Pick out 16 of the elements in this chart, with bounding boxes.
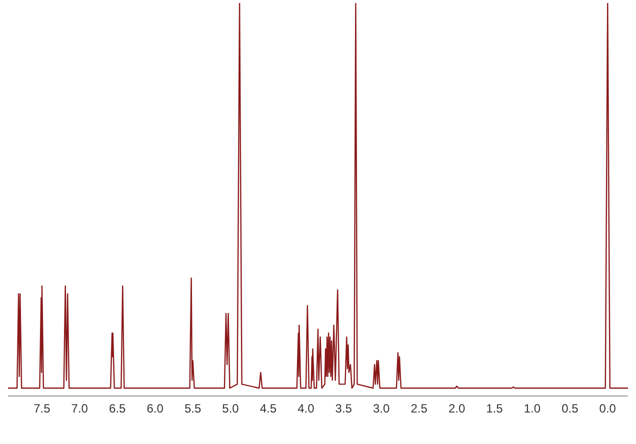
x-tick-label: 7.0 [71,402,88,416]
x-tick-label: 0.5 [562,402,579,416]
x-tick-label: 6.0 [146,402,164,416]
x-tick-label: 7.5 [34,402,51,416]
x-tick-label: 1.5 [486,402,504,416]
x-tick-label: 5.5 [184,402,202,416]
x-tick-label: 1.0 [524,402,541,416]
x-tick-label: 4.5 [260,402,277,416]
x-tick-label: 5.0 [222,402,240,416]
x-tick-label: 3.5 [335,402,352,416]
x-tick-label: 4.0 [298,402,315,416]
x-tick-label: 2.5 [410,402,428,416]
x-tick-label: 2.0 [448,402,466,416]
x-tick-label: 6.5 [109,402,126,416]
x-tick-label: 3.0 [373,402,390,416]
x-tick-label: 0.0 [599,402,616,416]
